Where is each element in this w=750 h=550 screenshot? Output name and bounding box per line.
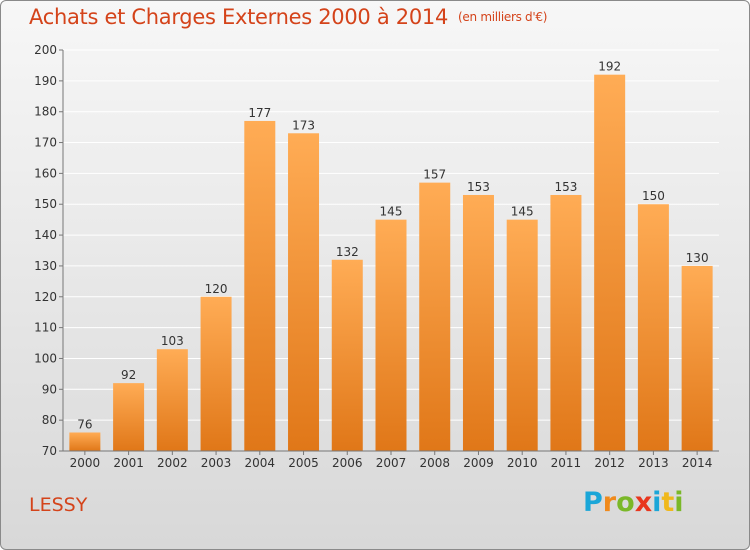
y-tick-label: 80 bbox=[42, 413, 57, 427]
x-tick-label: 2010 bbox=[507, 456, 538, 470]
data-label: 173 bbox=[292, 118, 315, 132]
logo-letter: i bbox=[652, 487, 662, 518]
data-label: 153 bbox=[467, 180, 490, 194]
proxiti-logo: Proxiti bbox=[583, 487, 684, 518]
x-tick-label: 2002 bbox=[157, 456, 188, 470]
data-label: 132 bbox=[336, 245, 359, 259]
bar bbox=[156, 349, 188, 451]
x-tick-label: 2001 bbox=[113, 456, 144, 470]
bar bbox=[419, 182, 451, 451]
y-tick-label: 120 bbox=[34, 290, 57, 304]
data-label: 76 bbox=[77, 417, 92, 431]
data-label: 145 bbox=[380, 205, 403, 219]
bar bbox=[113, 383, 145, 451]
data-label: 145 bbox=[511, 205, 534, 219]
data-label: 150 bbox=[642, 189, 665, 203]
y-tick-label: 140 bbox=[34, 228, 57, 242]
x-tick-label: 2008 bbox=[419, 456, 450, 470]
commune-name: LESSY bbox=[29, 494, 88, 516]
x-tick-label: 2012 bbox=[594, 456, 625, 470]
x-tick-label: 2013 bbox=[638, 456, 669, 470]
x-tick-label: 2014 bbox=[682, 456, 713, 470]
data-label: 120 bbox=[205, 282, 228, 296]
logo-letter: x bbox=[634, 487, 653, 518]
bar bbox=[331, 259, 363, 451]
x-tick-label: 2005 bbox=[288, 456, 319, 470]
y-tick-label: 110 bbox=[34, 321, 57, 335]
bar bbox=[462, 194, 494, 451]
bar bbox=[594, 74, 626, 451]
y-tick-label: 90 bbox=[42, 382, 57, 396]
logo-letter: r bbox=[602, 487, 617, 518]
bar bbox=[506, 219, 538, 451]
y-tick-label: 160 bbox=[34, 166, 57, 180]
data-label: 192 bbox=[598, 60, 621, 74]
y-tick-label: 200 bbox=[34, 43, 57, 57]
x-tick-label: 2007 bbox=[376, 456, 407, 470]
bar bbox=[288, 133, 320, 452]
title-text: Achats et Charges Externes 2000 à 2014 bbox=[29, 5, 449, 29]
x-tick-label: 2000 bbox=[70, 456, 101, 470]
data-label: 92 bbox=[121, 368, 136, 382]
logo-letter: P bbox=[583, 487, 603, 518]
chart-title: Achats et Charges Externes 2000 à 2014 (e… bbox=[29, 5, 547, 29]
logo-letter: o bbox=[616, 487, 635, 518]
y-tick-label: 130 bbox=[34, 259, 57, 273]
x-tick-label: 2006 bbox=[332, 456, 363, 470]
y-tick-label: 170 bbox=[34, 136, 57, 150]
y-tick-label: 180 bbox=[34, 105, 57, 119]
bar bbox=[637, 204, 669, 451]
data-label: 153 bbox=[554, 180, 577, 194]
bar bbox=[244, 120, 276, 451]
unit-label: (en milliers d'€) bbox=[458, 10, 548, 24]
data-label: 103 bbox=[161, 334, 184, 348]
x-tick-label: 2009 bbox=[463, 456, 494, 470]
bar bbox=[681, 265, 713, 451]
y-tick-label: 190 bbox=[34, 74, 57, 88]
bar bbox=[375, 219, 407, 451]
data-label: 177 bbox=[248, 106, 271, 120]
x-tick-label: 2004 bbox=[245, 456, 276, 470]
y-tick-label: 150 bbox=[34, 197, 57, 211]
bar bbox=[550, 194, 582, 451]
bar bbox=[69, 432, 101, 451]
data-label: 157 bbox=[423, 168, 446, 182]
y-tick-label: 100 bbox=[34, 351, 57, 365]
data-label: 130 bbox=[686, 251, 709, 265]
x-tick-label: 2011 bbox=[551, 456, 582, 470]
logo-letter: i bbox=[674, 487, 684, 518]
x-tick-label: 2003 bbox=[201, 456, 232, 470]
bar bbox=[200, 296, 232, 451]
y-tick-label: 70 bbox=[42, 444, 57, 458]
logo-letter: t bbox=[661, 487, 675, 518]
